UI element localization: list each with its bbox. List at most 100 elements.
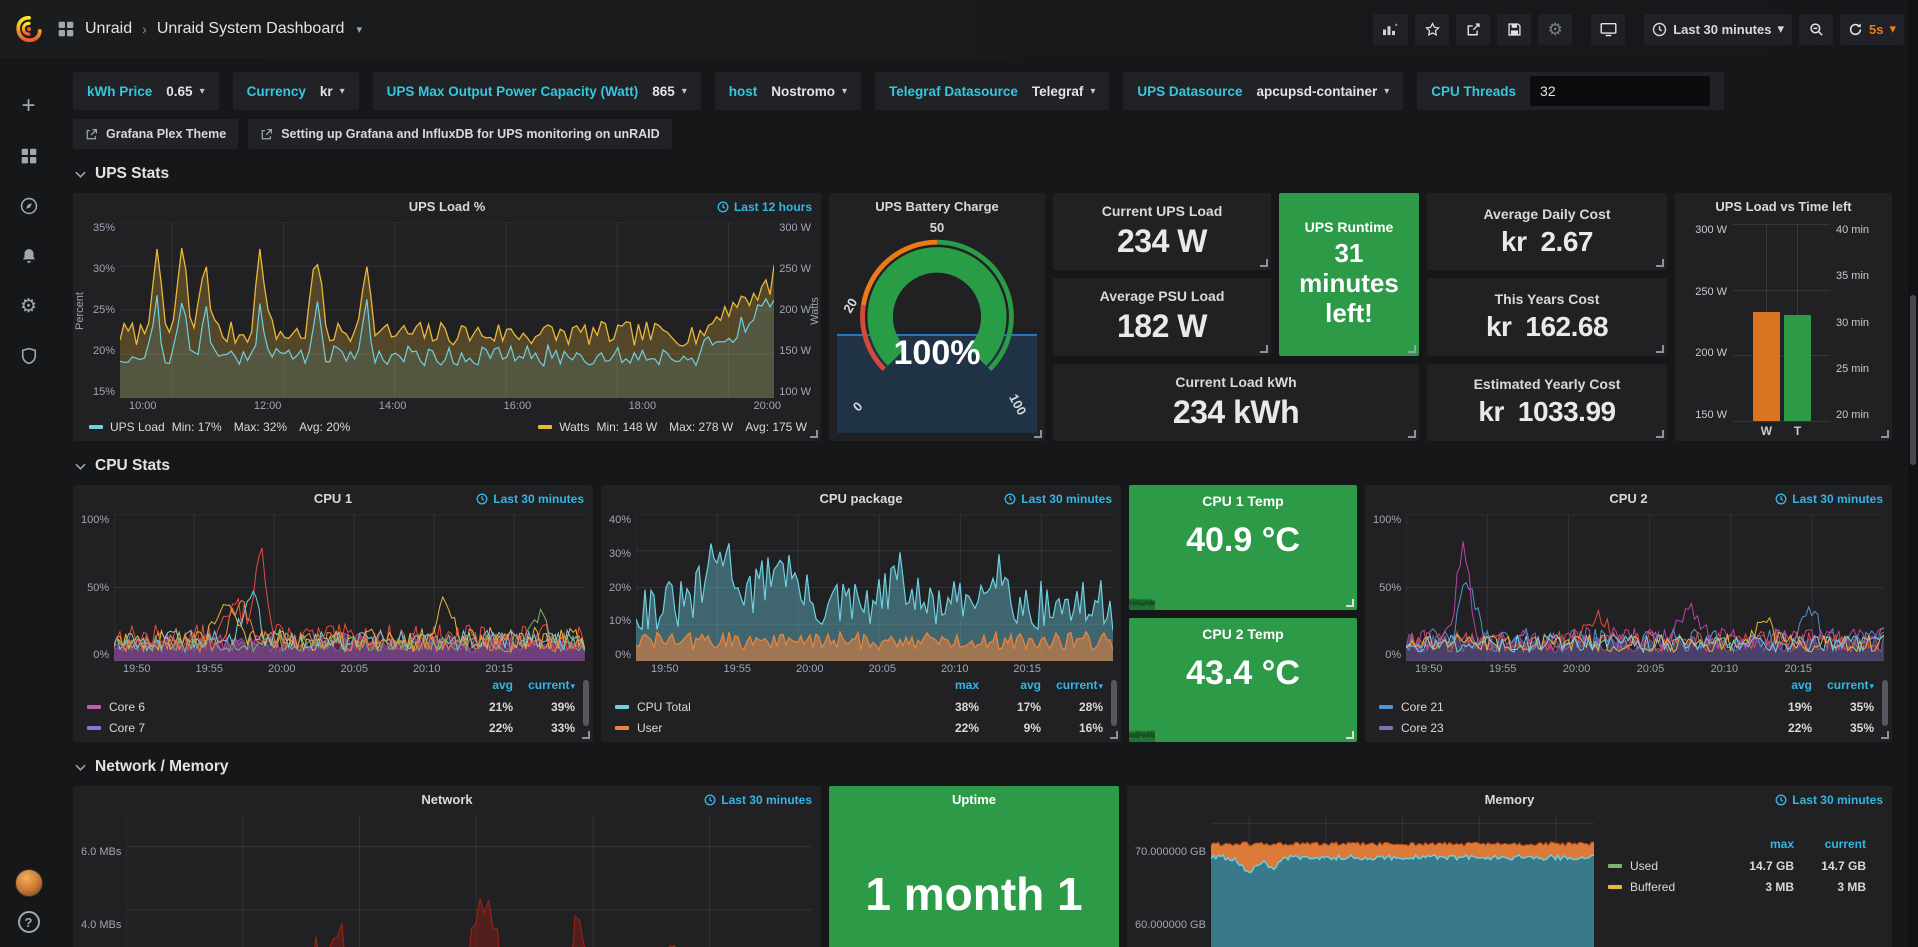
link-grafana-plex-theme[interactable]: Grafana Plex Theme xyxy=(73,119,238,149)
cpu-threads-input[interactable]: 32 xyxy=(1530,76,1710,106)
panel-estimated-yearly-cost[interactable]: Estimated Yearly Cost kr1033.99 xyxy=(1427,364,1667,441)
caret-down-icon: ▾ xyxy=(1384,86,1389,97)
panel-title[interactable]: UPS Load % xyxy=(73,193,821,216)
gear-icon: ⚙ xyxy=(20,297,37,316)
panel-current-load-kwh[interactable]: Current Load kWh 234 kWh xyxy=(1053,364,1419,441)
panel-title[interactable]: UPS Battery Charge xyxy=(829,193,1045,216)
save-dashboard-button[interactable] xyxy=(1497,14,1531,45)
legend-header-max[interactable]: max xyxy=(1722,837,1794,855)
sidebar-item-server-admin[interactable] xyxy=(19,346,39,366)
cycle-view-mode-button[interactable] xyxy=(1591,14,1625,45)
ups-stat-grid: Current UPS Load 234 W UPS Runtime 31 mi… xyxy=(1053,193,1667,441)
legend-header-max[interactable]: max xyxy=(917,678,979,696)
page-title[interactable]: Unraid System Dashboard xyxy=(157,20,345,38)
legend-header-avg[interactable]: avg xyxy=(979,678,1041,696)
sidebar-item-create[interactable]: + xyxy=(19,96,39,116)
panel-time-range[interactable]: Last 30 minutes xyxy=(1775,793,1883,807)
legend-header-current[interactable]: current▾ xyxy=(513,678,575,696)
bar-plot[interactable]: W T xyxy=(1733,224,1830,421)
panel-uptime[interactable]: Uptime 1 month 1 xyxy=(829,786,1119,947)
series-name[interactable]: CPU Total xyxy=(637,700,691,714)
panel-cpu1-temp[interactable]: CPU 1 Temp 40.9 °C xyxy=(1129,485,1357,610)
variable-value-dropdown[interactable]: kr▾ xyxy=(320,84,345,99)
variable-ups-max-output: UPS Max Output Power Capacity (Watt) 865… xyxy=(373,72,701,110)
bar-watts[interactable] xyxy=(1753,312,1780,421)
sidebar-item-configuration[interactable]: ⚙ xyxy=(19,296,39,316)
cpu1-plot[interactable] xyxy=(114,514,585,661)
legend-scrollbar[interactable] xyxy=(583,680,589,726)
panel-time-range[interactable]: Last 12 hours xyxy=(717,200,812,214)
series-name[interactable]: Core 6 xyxy=(109,700,145,714)
variable-value-dropdown[interactable]: apcupsd-container▾ xyxy=(1256,84,1389,99)
panel-this-years-cost[interactable]: This Years Cost kr162.68 xyxy=(1427,278,1667,355)
legend-header-current[interactable]: current▾ xyxy=(1041,678,1103,696)
series-name[interactable]: Used xyxy=(1630,859,1658,873)
panel-current-ups-load[interactable]: Current UPS Load 234 W xyxy=(1053,193,1271,270)
variable-value-dropdown[interactable]: 0.65▾ xyxy=(166,84,204,99)
panel-time-range[interactable]: Last 30 minutes xyxy=(1004,492,1112,506)
panel-average-daily-cost[interactable]: Average Daily Cost kr2.67 xyxy=(1427,193,1667,270)
panel-time-range[interactable]: Last 30 minutes xyxy=(476,492,584,506)
refresh-interval-caret-icon[interactable]: ▾ xyxy=(1889,21,1896,37)
series-name[interactable]: Core 21 xyxy=(1401,700,1444,714)
section-cpu-stats[interactable]: CPU Stats xyxy=(75,457,1892,475)
help-button[interactable]: ? xyxy=(18,911,40,933)
sidebar-item-explore[interactable] xyxy=(19,196,39,216)
legend-scrollbar[interactable] xyxy=(1882,680,1888,726)
panel-network: Network Last 30 minutes 6.0 MBs4.0 MBs2.… xyxy=(73,786,821,947)
variable-value-dropdown[interactable]: Telegraf▾ xyxy=(1032,84,1096,99)
section-ups-stats[interactable]: UPS Stats xyxy=(75,165,1892,183)
legend-header-current[interactable]: current▾ xyxy=(1812,678,1874,696)
legend-header-avg[interactable]: avg xyxy=(1750,678,1812,696)
share-dashboard-button[interactable] xyxy=(1456,14,1490,45)
time-range-picker[interactable]: Last 30 minutes ▾ xyxy=(1644,14,1792,45)
stat-value: kr162.68 xyxy=(1486,311,1608,343)
series-name[interactable]: Buffered xyxy=(1630,880,1675,894)
network-plot[interactable] xyxy=(126,815,813,947)
series-name[interactable]: Watts xyxy=(559,420,589,434)
sort-caret-icon: ▾ xyxy=(1869,681,1874,691)
series-name[interactable]: Core 23 xyxy=(1401,721,1444,735)
series-name[interactable]: User xyxy=(637,721,662,735)
section-network-memory[interactable]: Network / Memory xyxy=(75,758,1892,776)
battery-gauge[interactable]: 50 20 0 100 100% xyxy=(837,218,1037,433)
panel-time-range[interactable]: Last 30 minutes xyxy=(704,793,812,807)
panel-cpu2-temp[interactable]: CPU 2 Temp 43.4 °C xyxy=(1129,618,1357,743)
cpu2-plot[interactable] xyxy=(1406,514,1884,661)
legend-header-current[interactable]: current xyxy=(1794,837,1866,855)
series-name[interactable]: Core 7 xyxy=(109,721,145,735)
refresh-interval-label[interactable]: 5s xyxy=(1869,22,1883,37)
page-scrollbar[interactable] xyxy=(1908,0,1918,947)
title-dropdown-caret-icon[interactable]: ▾ xyxy=(356,23,362,36)
dashboard-settings-button[interactable]: ⚙ xyxy=(1538,14,1572,45)
refresh-button[interactable]: 5s ▾ xyxy=(1840,14,1904,45)
link-ups-monitoring-guide[interactable]: Setting up Grafana and InfluxDB for UPS … xyxy=(248,119,671,149)
legend-row: Core 21 19%35% xyxy=(1379,696,1874,717)
star-dashboard-button[interactable] xyxy=(1415,14,1449,45)
cpu-package-plot[interactable] xyxy=(636,514,1113,661)
add-panel-button[interactable] xyxy=(1373,14,1408,45)
user-avatar[interactable] xyxy=(15,869,43,897)
memory-plot[interactable] xyxy=(1211,815,1594,947)
series-name[interactable]: UPS Load xyxy=(110,420,165,434)
series-swatch xyxy=(87,726,101,730)
clock-icon xyxy=(717,201,729,213)
variable-value-dropdown[interactable]: Nostromo▾ xyxy=(771,84,847,99)
variable-ups-datasource: UPS Datasource apcupsd-container▾ xyxy=(1123,72,1403,110)
sidebar-item-dashboards[interactable] xyxy=(19,146,39,166)
ups-load-plot[interactable] xyxy=(120,222,774,398)
grafana-logo[interactable] xyxy=(0,14,57,44)
panel-ups-runtime[interactable]: UPS Runtime 31 minutes left! xyxy=(1279,193,1419,356)
bar-time-left[interactable] xyxy=(1784,315,1811,421)
panel-title[interactable]: UPS Load vs Time left xyxy=(1675,193,1892,216)
variable-value-dropdown[interactable]: 865▾ xyxy=(652,84,687,99)
legend-item-watts: Watts Min: 148 W Max: 278 W Avg: 175 W xyxy=(538,419,807,435)
legend-scrollbar[interactable] xyxy=(1111,680,1117,726)
sidebar-item-alerting[interactable] xyxy=(19,246,39,266)
zoom-out-time-button[interactable] xyxy=(1799,14,1833,45)
page-scrollbar-thumb[interactable] xyxy=(1910,295,1916,465)
legend-header-avg[interactable]: avg xyxy=(451,678,513,696)
panel-average-psu-load[interactable]: Average PSU Load 182 W xyxy=(1053,278,1271,355)
breadcrumb-root[interactable]: Unraid xyxy=(85,20,132,38)
panel-time-range[interactable]: Last 30 minutes xyxy=(1775,492,1883,506)
